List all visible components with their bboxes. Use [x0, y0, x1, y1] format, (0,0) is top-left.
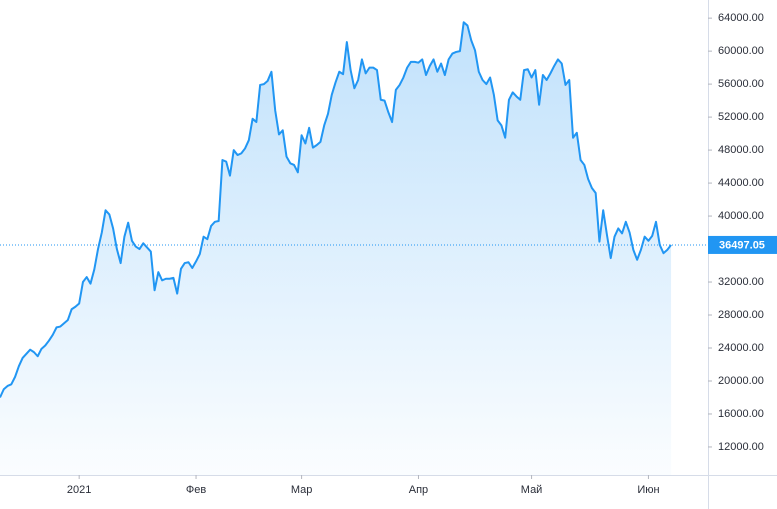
- y-tick-label: 12000.00: [718, 441, 764, 453]
- y-tick-label: 44000.00: [718, 177, 764, 189]
- current-price-tag: [708, 235, 777, 254]
- y-tick-label: 60000.00: [718, 45, 764, 57]
- y-tick-label: 52000.00: [718, 111, 764, 123]
- x-tick-label: Мар: [291, 484, 313, 496]
- y-tick-label: 16000.00: [718, 408, 764, 420]
- x-tick-label: Май: [521, 484, 543, 496]
- y-tick-label: 24000.00: [718, 342, 764, 354]
- y-tick-label: 64000.00: [718, 12, 764, 24]
- x-tick-label: Июн: [637, 484, 659, 496]
- x-tick-label: Апр: [409, 484, 428, 496]
- x-tick-label: 2021: [67, 484, 91, 496]
- y-tick-label: 28000.00: [718, 309, 764, 321]
- y-tick-label: 48000.00: [718, 144, 764, 156]
- current-price-label: 36497.05: [719, 239, 765, 251]
- y-tick-label: 20000.00: [718, 375, 764, 387]
- price-line: [0, 21, 672, 398]
- y-tick-label: 56000.00: [718, 78, 764, 90]
- area-fill: [0, 22, 672, 476]
- y-tick-label: 32000.00: [718, 276, 764, 288]
- y-tick-label: 40000.00: [718, 210, 764, 222]
- x-tick-label: Фев: [186, 484, 206, 496]
